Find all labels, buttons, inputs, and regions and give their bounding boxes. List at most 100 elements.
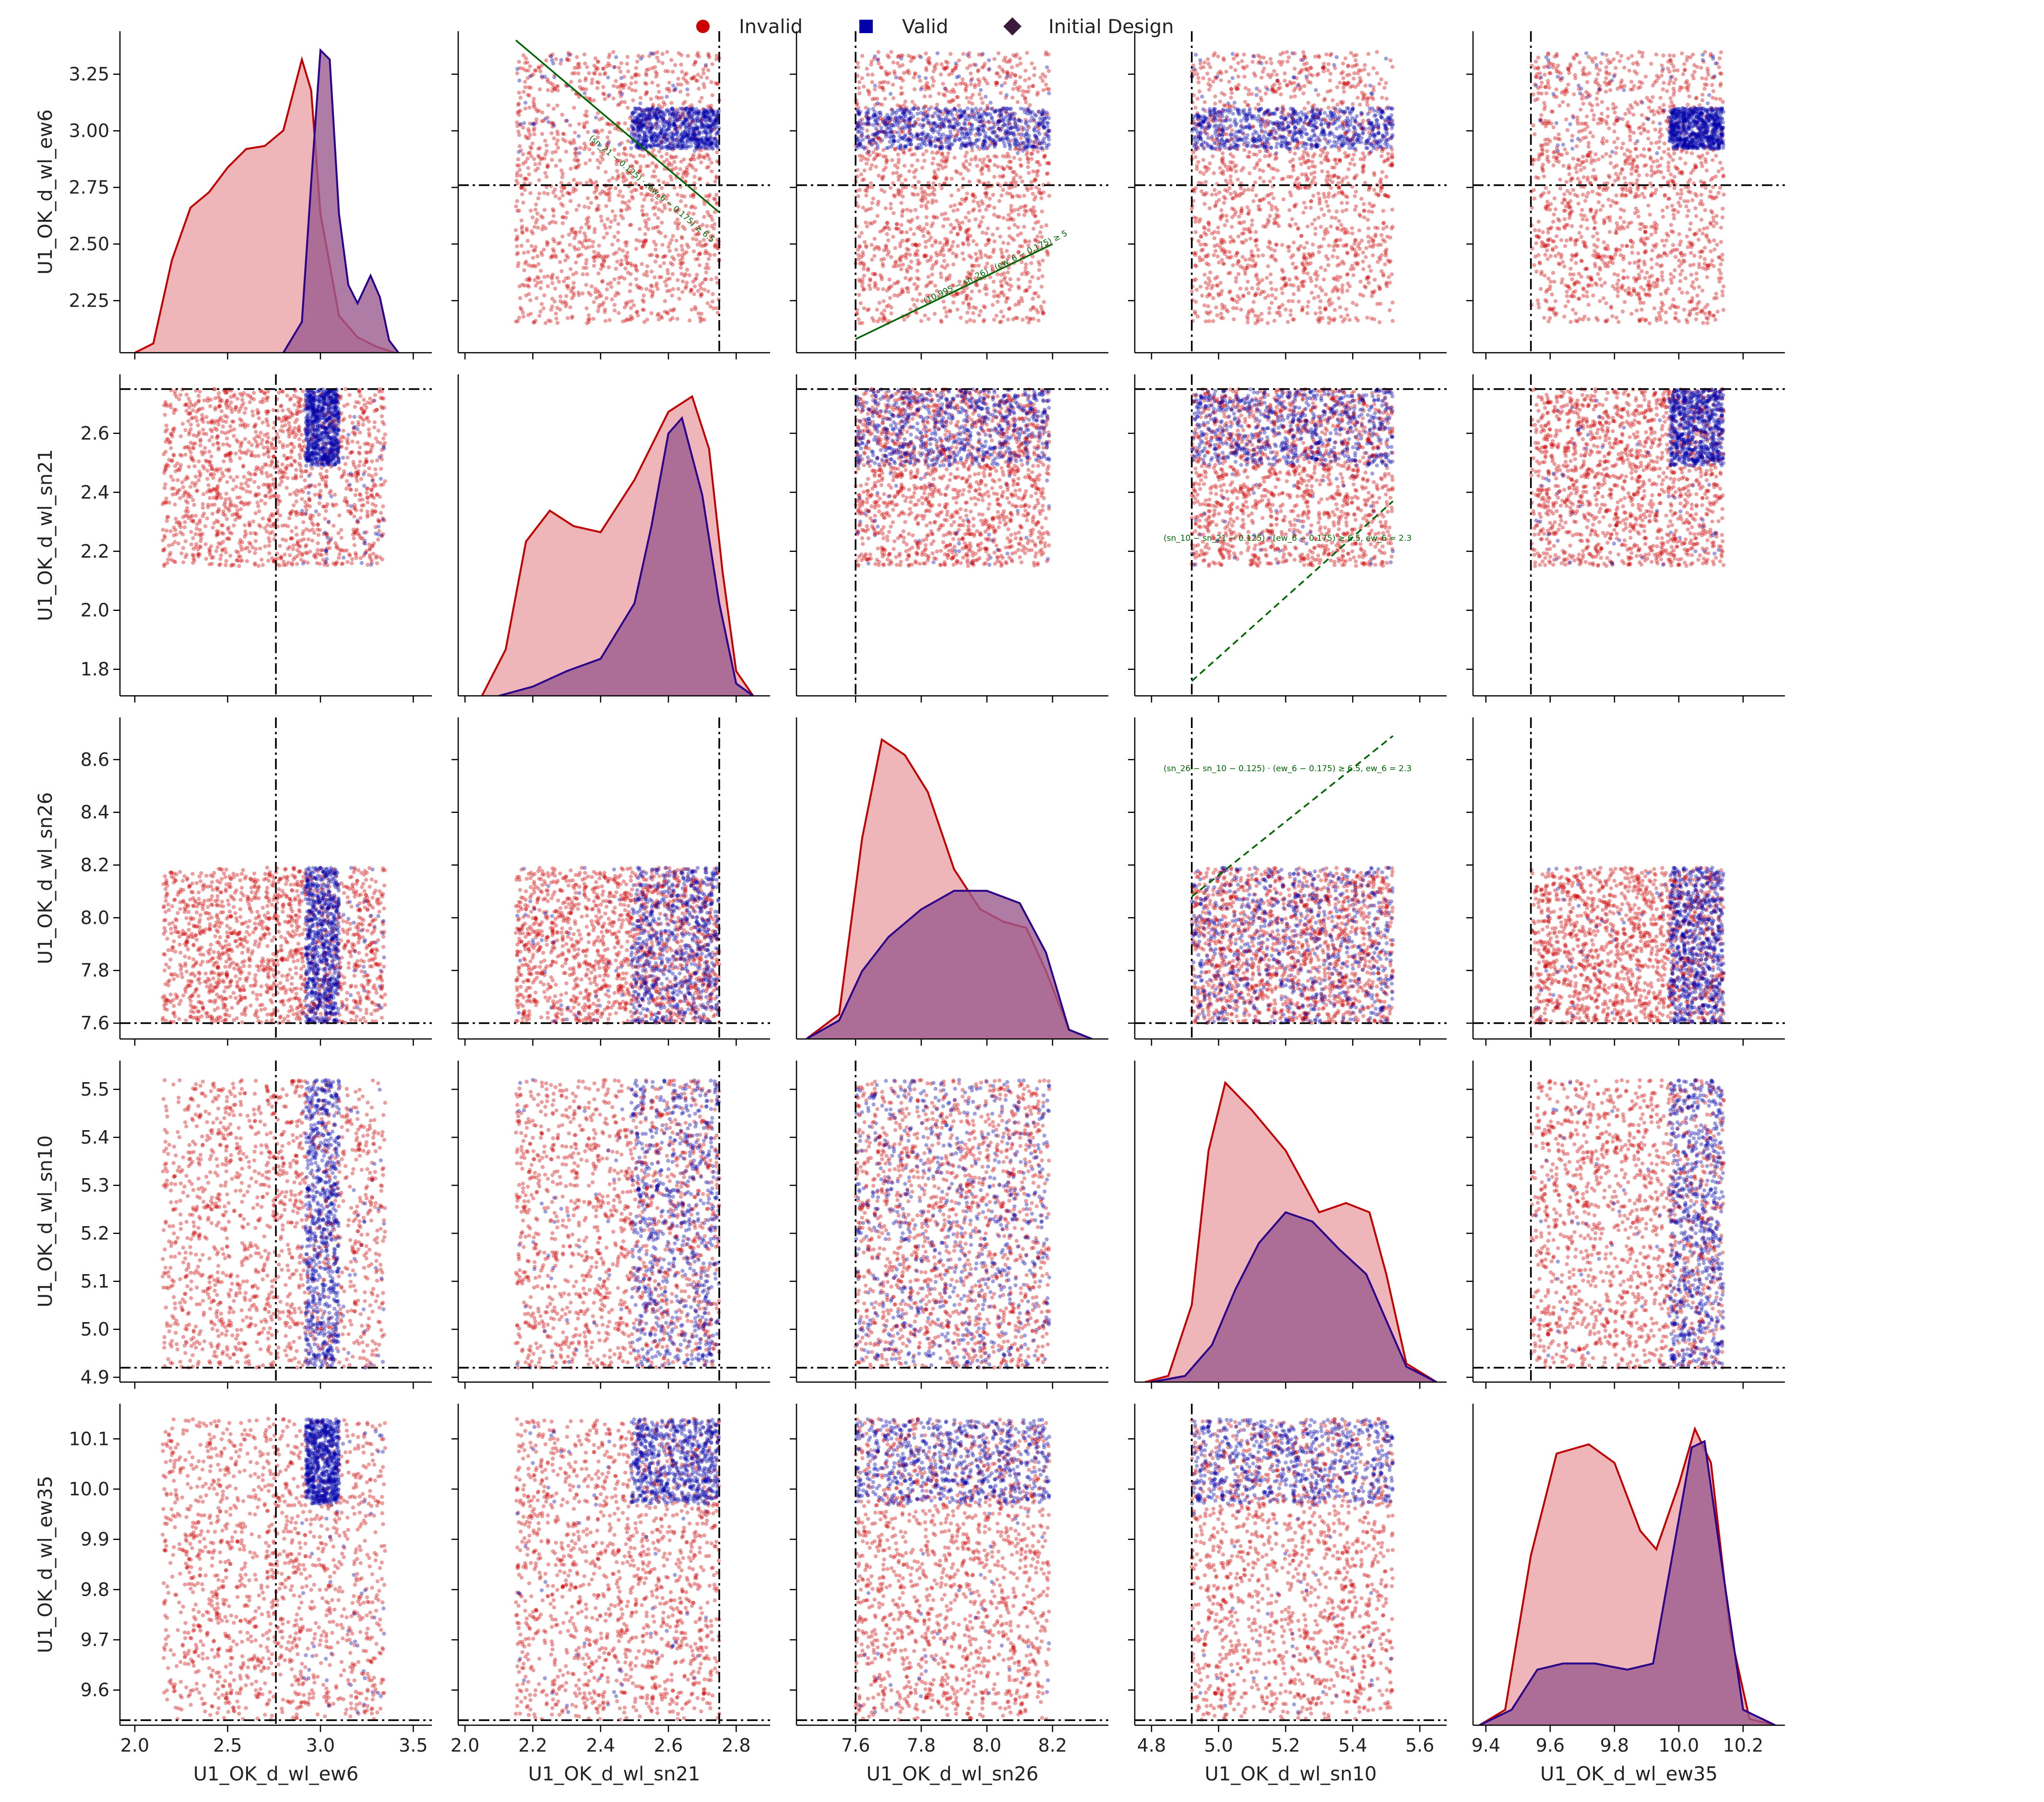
invalid-point — [540, 156, 544, 160]
invalid-point — [699, 75, 703, 79]
invalid-point — [595, 207, 599, 211]
valid-point — [1000, 84, 1004, 87]
invalid-point — [651, 175, 654, 179]
invalid-point — [899, 92, 903, 96]
invalid-point — [1024, 204, 1028, 208]
invalid-point — [533, 278, 536, 282]
invalid-point — [598, 192, 602, 196]
invalid-point — [604, 204, 608, 208]
invalid-point — [644, 164, 648, 168]
invalid-point — [596, 251, 600, 255]
invalid-point — [965, 84, 969, 88]
valid-point — [916, 133, 920, 137]
invalid-point — [1323, 97, 1327, 101]
invalid-point — [606, 122, 610, 126]
valid-point — [665, 133, 668, 137]
invalid-point — [584, 283, 588, 286]
invalid-point — [991, 193, 995, 197]
invalid-point — [642, 198, 646, 202]
invalid-point — [1013, 147, 1017, 151]
invalid-point — [923, 159, 927, 163]
invalid-point — [1317, 191, 1320, 195]
invalid-point — [641, 213, 645, 217]
invalid-point — [962, 289, 966, 293]
invalid-point — [1310, 291, 1314, 295]
invalid-point — [939, 275, 943, 279]
invalid-point — [982, 76, 986, 80]
valid-point — [879, 129, 883, 133]
invalid-point — [915, 287, 918, 291]
invalid-point — [1013, 303, 1017, 307]
invalid-point — [903, 276, 907, 280]
invalid-point — [912, 232, 916, 236]
invalid-point — [951, 69, 955, 72]
invalid-point — [527, 172, 531, 176]
invalid-point — [542, 191, 546, 195]
invalid-point — [891, 60, 895, 64]
valid-point — [1016, 142, 1020, 146]
valid-point — [950, 113, 954, 117]
invalid-point — [550, 275, 554, 279]
invalid-point — [517, 113, 521, 117]
invalid-point — [698, 316, 702, 320]
invalid-point — [539, 286, 543, 290]
invalid-point — [626, 55, 630, 59]
invalid-point — [619, 259, 623, 263]
invalid-point — [944, 314, 948, 318]
invalid-point — [1292, 292, 1295, 296]
invalid-point — [715, 150, 719, 154]
invalid-point — [903, 164, 906, 167]
valid-point — [873, 54, 877, 58]
invalid-point — [523, 69, 527, 72]
invalid-point — [619, 208, 623, 212]
invalid-point — [1346, 230, 1350, 234]
invalid-point — [521, 201, 525, 204]
invalid-point — [533, 162, 537, 166]
invalid-point — [1012, 156, 1016, 160]
valid-point — [983, 134, 987, 138]
invalid-point — [1302, 246, 1306, 250]
valid-point — [676, 119, 679, 122]
invalid-point — [542, 248, 546, 251]
invalid-point — [596, 60, 600, 64]
valid-point — [1025, 132, 1029, 136]
valid-point — [1032, 118, 1036, 122]
invalid-point — [526, 313, 530, 317]
invalid-point — [967, 211, 971, 215]
invalid-point — [517, 164, 521, 167]
invalid-point — [520, 244, 523, 248]
valid-point — [663, 119, 666, 122]
valid-point — [559, 58, 563, 62]
invalid-point — [627, 300, 630, 304]
invalid-point — [860, 155, 864, 158]
invalid-point — [982, 318, 986, 322]
invalid-point — [698, 263, 701, 267]
invalid-point — [689, 77, 693, 81]
invalid-point — [1382, 86, 1386, 90]
invalid-point — [1351, 301, 1355, 305]
invalid-point — [1007, 213, 1010, 217]
invalid-point — [607, 198, 611, 202]
invalid-point — [912, 303, 916, 307]
invalid-point — [923, 95, 927, 98]
invalid-point — [1009, 216, 1013, 220]
valid-point — [954, 135, 958, 139]
invalid-point — [900, 254, 904, 258]
invalid-point — [533, 225, 536, 229]
invalid-point — [569, 199, 572, 203]
invalid-point — [696, 242, 700, 246]
invalid-point — [933, 176, 937, 179]
invalid-point — [586, 130, 590, 134]
invalid-point — [646, 227, 650, 231]
invalid-point — [975, 164, 979, 167]
invalid-point — [932, 79, 936, 83]
invalid-point — [670, 255, 674, 259]
valid-point — [641, 110, 644, 114]
invalid-point — [1267, 311, 1271, 315]
invalid-point — [1031, 192, 1034, 196]
invalid-point — [627, 199, 631, 203]
invalid-point — [701, 82, 705, 86]
invalid-point — [925, 149, 928, 153]
invalid-point — [700, 96, 703, 100]
